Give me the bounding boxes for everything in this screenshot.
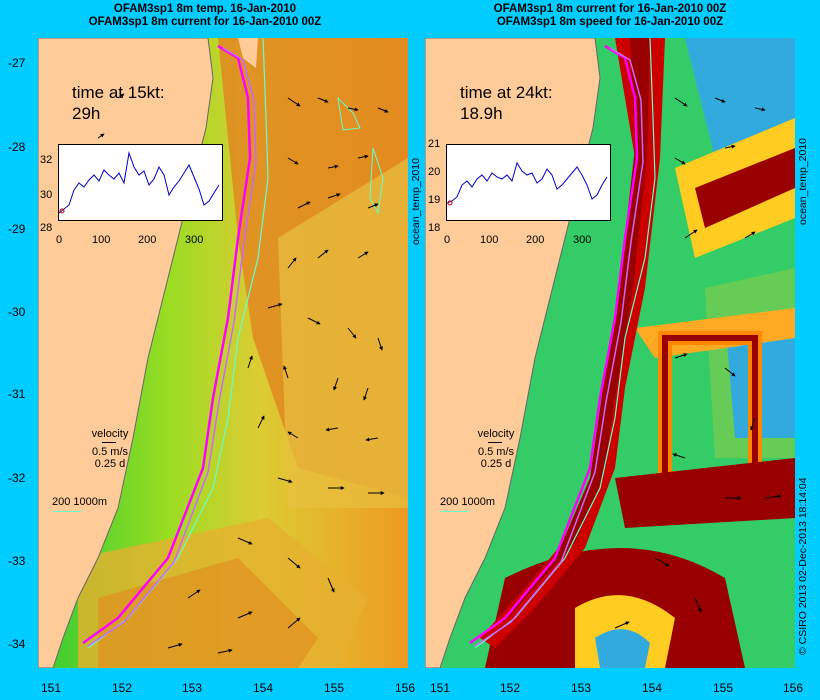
right-inset-ytick-19: 19	[428, 194, 441, 206]
right-time-annotation: time at 24kt: 18.9h	[460, 82, 553, 124]
lat-tick-28: -28	[8, 140, 26, 154]
left-velocity-duration: 0.25 d	[94, 458, 126, 470]
left-velocity-label: velocity	[91, 428, 129, 440]
left-lon-tick-154: 154	[252, 681, 274, 695]
left-side-label: ocean_temp_2010	[410, 158, 422, 245]
left-inset-ytick-30: 30	[40, 189, 53, 201]
left-time-value: 29h	[72, 104, 101, 123]
speed-map	[425, 38, 795, 668]
right-side-label: ocean_temp_2010	[797, 138, 809, 225]
right-inset-ytick-21: 21	[428, 138, 441, 150]
right-velocity-arrow	[466, 440, 526, 446]
left-depth-line	[52, 511, 82, 512]
left-title: OFAM3sp1 8m temp. 16-Jan-2010 OFAM3sp1 8…	[60, 3, 350, 29]
left-velocity-speed: 0.5 m/s	[91, 446, 129, 458]
left-lon-tick-153: 153	[181, 681, 203, 695]
left-velocity-arrow	[80, 440, 140, 446]
right-inset-xtick-100: 100	[480, 234, 499, 246]
right-inset-ytick-18: 18	[428, 222, 441, 234]
left-inset-ytick-28: 28	[40, 222, 53, 234]
left-time-annotation: time at 15kt: 29h	[72, 82, 165, 124]
right-inset-ytick-20: 20	[428, 166, 441, 178]
right-depth-legend: 200 1000m	[440, 496, 496, 508]
right-lon-tick-153: 153	[570, 681, 592, 695]
credit-label: © CSIRO 2013 02-Dec-2013 18:14:04	[797, 477, 809, 655]
right-map-panel	[425, 38, 795, 668]
left-inset-xtick-200: 200	[138, 234, 157, 246]
current-vectors	[97, 93, 389, 654]
left-velocity-legend: velocity 0.5 m/s 0.25 d	[80, 428, 140, 470]
left-lon-tick-155: 155	[323, 681, 345, 695]
lat-tick-31: -31	[8, 387, 26, 401]
right-inset-plot	[446, 144, 611, 221]
right-velocity-duration: 0.25 d	[480, 458, 512, 470]
right-velocity-label: velocity	[477, 428, 515, 440]
right-time-value: 18.9h	[460, 104, 503, 123]
right-inset-xtick-300: 300	[573, 234, 592, 246]
lat-tick-27: -27	[8, 56, 26, 70]
right-velocity-speed: 0.5 m/s	[477, 446, 515, 458]
lat-tick-29: -29	[8, 222, 26, 236]
right-inset-xtick-0: 0	[444, 234, 451, 246]
left-inset-ytick-32: 32	[40, 154, 53, 166]
lat-tick-33: -33	[8, 554, 26, 568]
lat-tick-32: -32	[8, 471, 26, 485]
left-depth-legend: 200 1000m	[52, 496, 108, 508]
left-lon-tick-151: 151	[40, 681, 62, 695]
left-inset-series	[58, 151, 220, 214]
left-map-panel	[38, 38, 408, 668]
left-lon-tick-156: 156	[394, 681, 416, 695]
right-time-label: time at 24kt:	[460, 83, 553, 102]
right-lon-tick-152: 152	[499, 681, 521, 695]
right-lon-tick-154: 154	[641, 681, 663, 695]
right-inset-xtick-200: 200	[526, 234, 545, 246]
left-inset-xtick-300: 300	[185, 234, 204, 246]
right-title-line2: OFAM3sp1 8m speed for 16-Jan-2010 00Z	[496, 16, 724, 28]
right-depth-line	[440, 511, 470, 512]
temperature-map	[38, 38, 408, 668]
left-time-label: time at 15kt:	[72, 83, 165, 102]
right-lon-tick-156: 156	[782, 681, 804, 695]
lat-tick-30: -30	[8, 305, 26, 319]
left-title-line1: OFAM3sp1 8m temp. 16-Jan-2010	[113, 3, 297, 15]
left-lon-tick-152: 152	[111, 681, 133, 695]
right-lon-tick-155: 155	[712, 681, 734, 695]
lat-tick-34: -34	[8, 637, 26, 651]
left-title-line2: OFAM3sp1 8m current for 16-Jan-2010 00Z	[88, 16, 322, 28]
left-inset-xtick-100: 100	[92, 234, 111, 246]
right-velocity-legend: velocity 0.5 m/s 0.25 d	[466, 428, 526, 470]
right-lon-tick-151: 151	[429, 681, 451, 695]
left-inset-xtick-0: 0	[56, 234, 63, 246]
right-title: OFAM3sp1 8m current for 16-Jan-2010 00Z …	[460, 3, 760, 29]
speed-current-vectors	[614, 97, 782, 629]
right-title-line1: OFAM3sp1 8m current for 16-Jan-2010 00Z	[493, 3, 727, 15]
left-inset-plot	[58, 144, 223, 221]
right-inset-series	[446, 161, 608, 206]
